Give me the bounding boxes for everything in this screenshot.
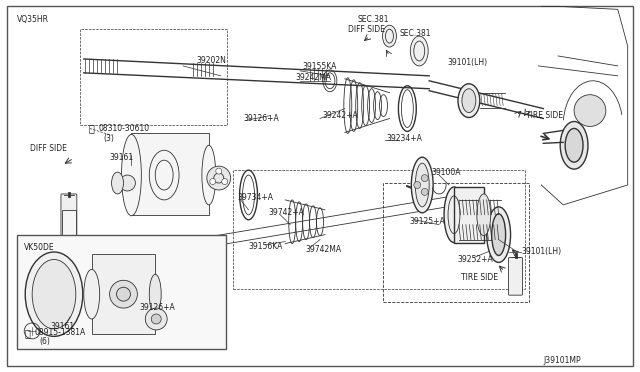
- Text: 39234+A: 39234+A: [387, 134, 422, 143]
- Text: DIFF SIDE: DIFF SIDE: [30, 144, 67, 153]
- Text: 39161: 39161: [50, 323, 74, 331]
- Text: SEC.381: SEC.381: [358, 15, 389, 24]
- Text: TIRE SIDE: TIRE SIDE: [527, 111, 563, 120]
- Bar: [17, 235, 226, 349]
- Text: 39742+A: 39742+A: [268, 208, 304, 217]
- Ellipse shape: [415, 163, 429, 207]
- Ellipse shape: [444, 187, 464, 243]
- Bar: [92, 254, 156, 334]
- Ellipse shape: [383, 25, 396, 47]
- Text: J39101MP: J39101MP: [543, 356, 581, 365]
- Circle shape: [421, 175, 428, 182]
- FancyBboxPatch shape: [61, 194, 77, 235]
- Text: 08915-1381A: 08915-1381A: [34, 328, 85, 337]
- Ellipse shape: [410, 36, 428, 66]
- Ellipse shape: [560, 122, 588, 169]
- Text: Ⓢ: Ⓢ: [24, 328, 30, 338]
- Ellipse shape: [149, 274, 161, 314]
- Circle shape: [109, 280, 138, 308]
- Bar: [62, 210, 76, 259]
- Circle shape: [210, 179, 216, 185]
- Circle shape: [216, 168, 221, 174]
- Circle shape: [207, 166, 230, 190]
- Text: VQ35HR: VQ35HR: [17, 15, 49, 24]
- Ellipse shape: [25, 252, 83, 336]
- Ellipse shape: [412, 157, 433, 213]
- Ellipse shape: [477, 194, 491, 235]
- Text: 39202N: 39202N: [196, 57, 226, 65]
- Bar: [131, 134, 209, 215]
- Text: 39734+A: 39734+A: [237, 193, 274, 202]
- Ellipse shape: [487, 207, 511, 262]
- Ellipse shape: [122, 134, 141, 216]
- Bar: [383, 183, 529, 302]
- Text: 39101(LH): 39101(LH): [447, 58, 487, 67]
- Ellipse shape: [111, 172, 124, 194]
- Text: 39242+A: 39242+A: [322, 111, 358, 120]
- Bar: [454, 187, 484, 243]
- Circle shape: [222, 179, 228, 185]
- Text: 39156KA: 39156KA: [248, 242, 283, 251]
- Circle shape: [120, 175, 136, 191]
- Text: VK50DE: VK50DE: [24, 243, 55, 251]
- Text: 39242MA: 39242MA: [295, 73, 331, 82]
- Text: 39101(LH): 39101(LH): [522, 247, 562, 256]
- Text: 39126+A: 39126+A: [140, 302, 175, 312]
- Ellipse shape: [202, 145, 216, 205]
- Text: Ⓢ: Ⓢ: [89, 124, 95, 134]
- Text: (3): (3): [104, 134, 115, 143]
- Ellipse shape: [84, 269, 100, 319]
- Circle shape: [116, 287, 131, 301]
- Text: 39161: 39161: [109, 153, 134, 162]
- Text: SEC.381: SEC.381: [399, 29, 431, 38]
- Ellipse shape: [458, 84, 480, 118]
- Circle shape: [574, 95, 606, 126]
- Text: 39252+A: 39252+A: [457, 255, 493, 264]
- Text: 39155KA: 39155KA: [302, 62, 337, 71]
- Bar: [233, 170, 525, 289]
- Text: TIRE SIDE: TIRE SIDE: [461, 273, 498, 282]
- Text: (6): (6): [39, 337, 50, 346]
- Ellipse shape: [32, 259, 76, 329]
- Bar: [80, 29, 227, 125]
- Text: 08310-30610: 08310-30610: [99, 124, 150, 133]
- Circle shape: [151, 314, 161, 324]
- Ellipse shape: [492, 214, 506, 256]
- Circle shape: [214, 173, 224, 183]
- Text: DIFF SIDE: DIFF SIDE: [348, 25, 385, 34]
- Ellipse shape: [462, 89, 476, 113]
- Circle shape: [421, 188, 428, 195]
- Text: 39742MA: 39742MA: [305, 245, 341, 254]
- Circle shape: [145, 308, 167, 330]
- Text: 39125+A: 39125+A: [410, 217, 445, 226]
- Ellipse shape: [565, 128, 583, 162]
- Text: 39100A: 39100A: [431, 168, 461, 177]
- Text: 39126+A: 39126+A: [244, 114, 279, 123]
- FancyBboxPatch shape: [509, 257, 522, 295]
- Circle shape: [414, 182, 420, 189]
